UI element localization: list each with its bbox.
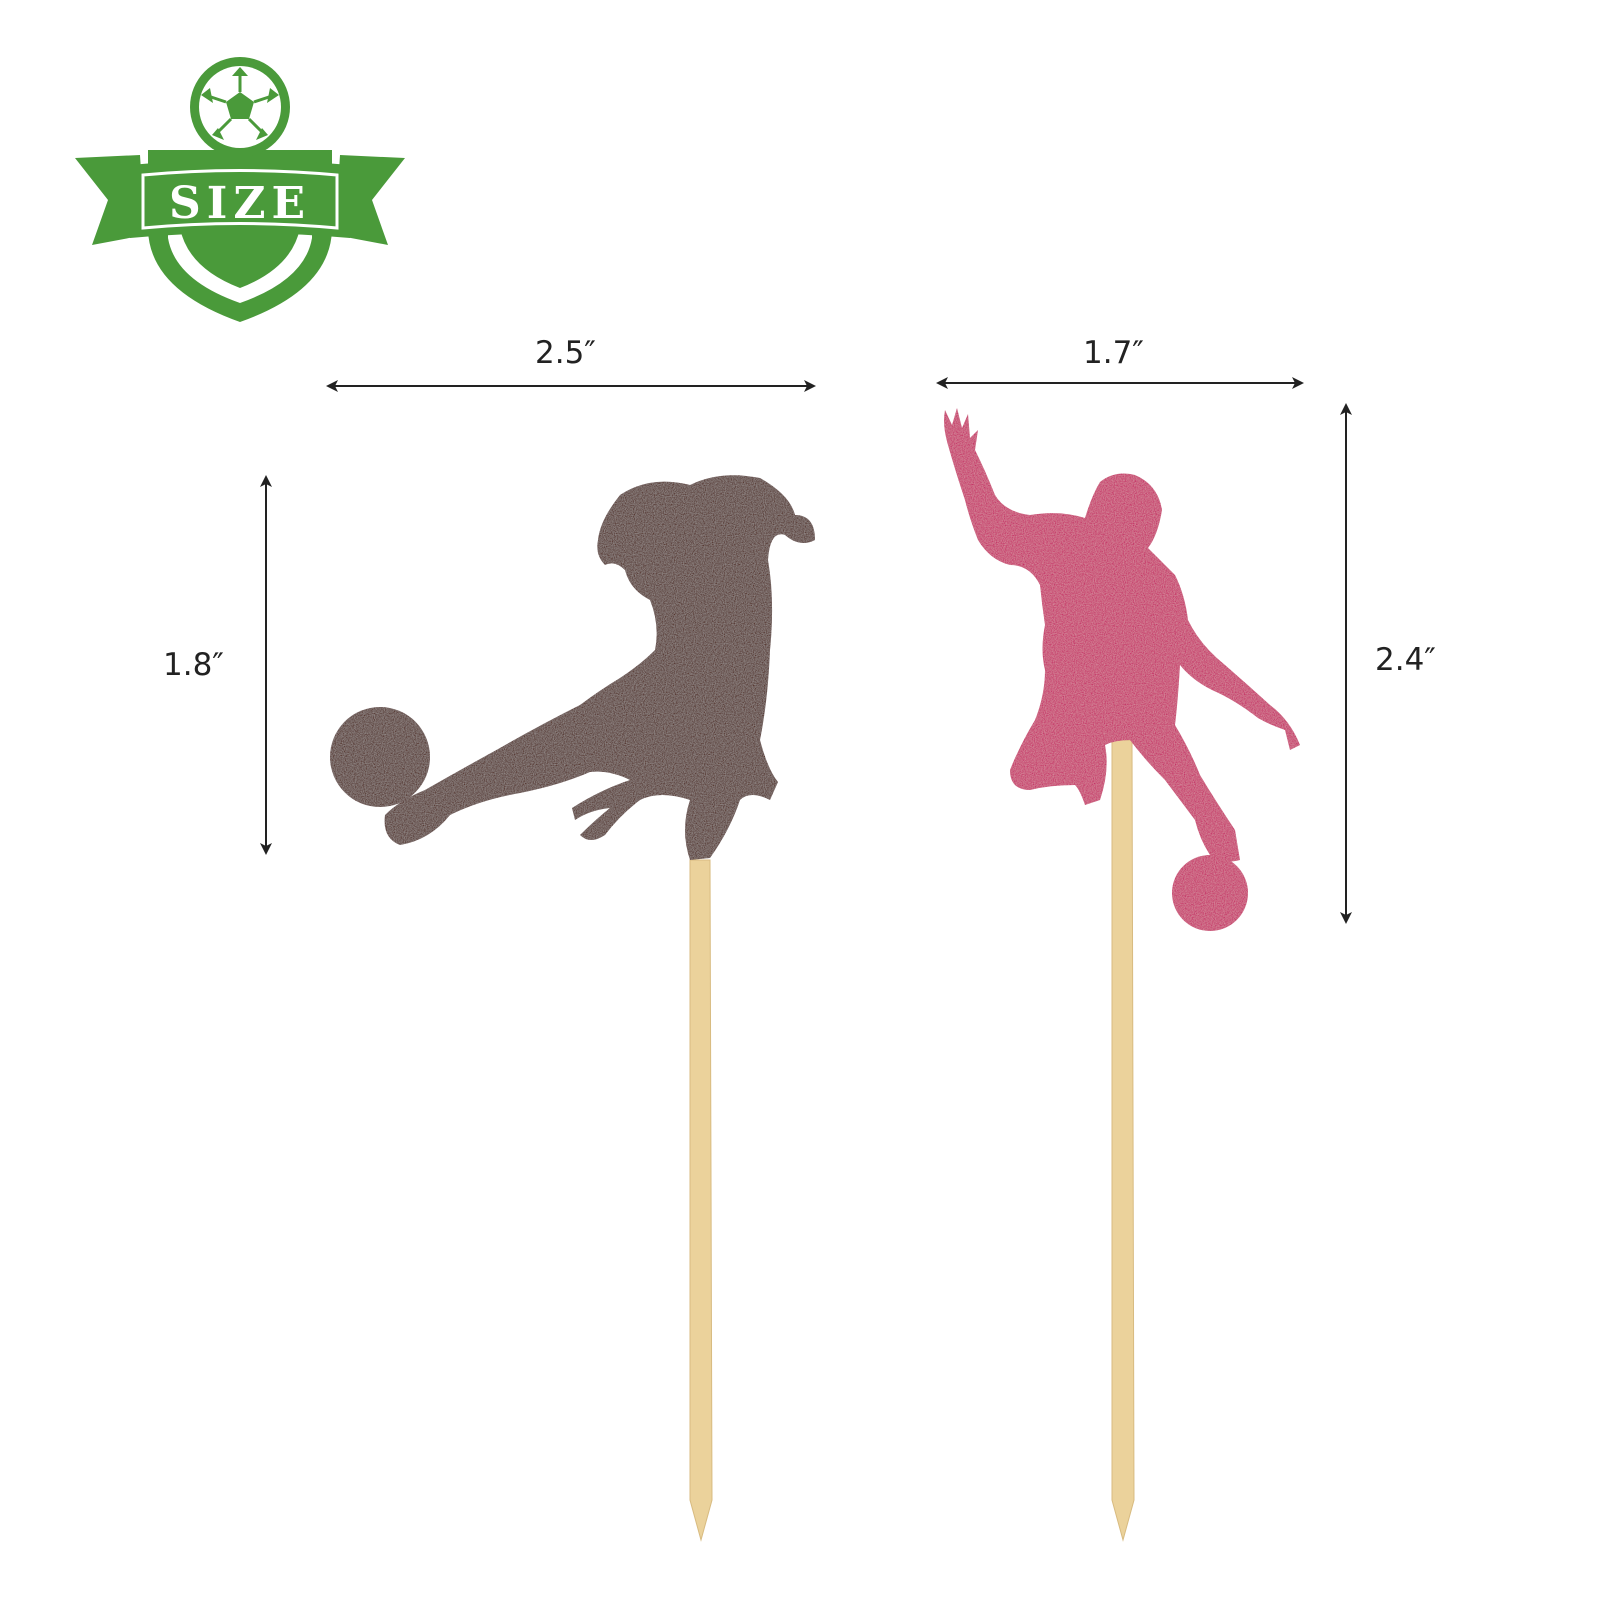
badge-text: SIZE [169, 178, 311, 229]
soccer-ball-icon [190, 57, 290, 157]
width-label-left-topper: 2.5″ [535, 335, 596, 371]
width-label-right-topper: 1.7″ [1083, 335, 1144, 371]
badge-banner [130, 160, 350, 238]
height-label-right-topper: 2.4″ [1375, 642, 1436, 678]
badge-shield-core [180, 228, 300, 288]
badge-ribbon-right [335, 155, 405, 245]
topper-kicking-player [330, 475, 815, 1542]
kicking-player-silhouette [330, 475, 815, 860]
wooden-stick-left [689, 859, 713, 1542]
dribbling-player-silhouette [944, 408, 1300, 931]
height-label-left-topper: 1.8″ [163, 647, 224, 683]
badge-ribbon-left [75, 155, 145, 245]
badge-banner-border [141, 169, 339, 230]
topper-dribbling-player [944, 408, 1300, 1542]
wooden-stick-right [1111, 739, 1135, 1542]
size-badge: SIZE [75, 57, 405, 322]
